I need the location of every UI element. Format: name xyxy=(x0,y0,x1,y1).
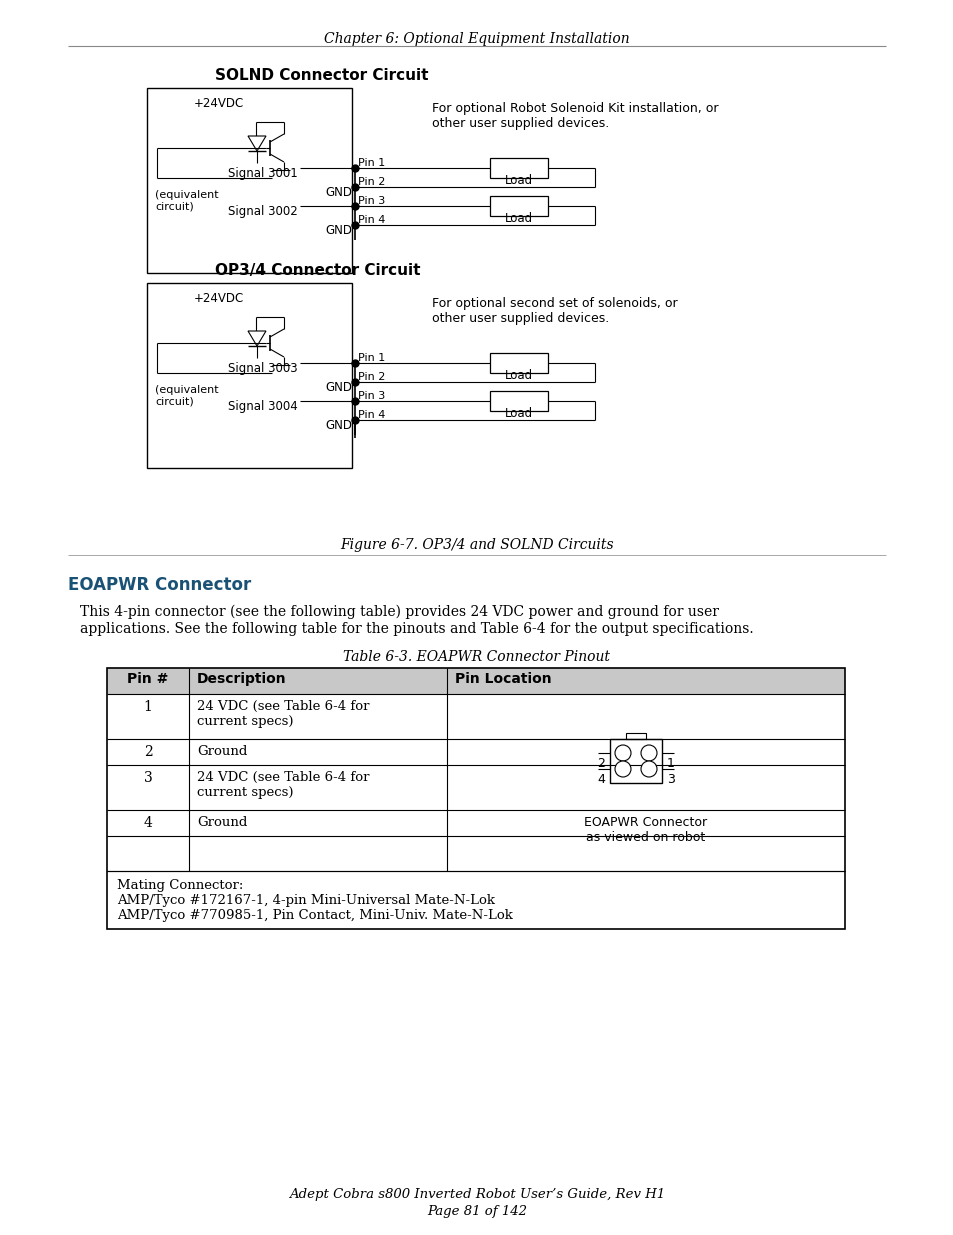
Text: +24VDC: +24VDC xyxy=(193,98,244,110)
Text: 2: 2 xyxy=(597,757,604,769)
Text: GND: GND xyxy=(325,186,352,199)
Text: For optional second set of solenoids, or
other user supplied devices.: For optional second set of solenoids, or… xyxy=(432,296,677,325)
Text: Pin 4: Pin 4 xyxy=(357,215,385,225)
Text: Pin 3: Pin 3 xyxy=(357,196,385,206)
Text: GND: GND xyxy=(325,382,352,394)
Text: Ground: Ground xyxy=(196,816,247,829)
Circle shape xyxy=(615,761,630,777)
Text: (equivalent
circuit): (equivalent circuit) xyxy=(154,385,218,406)
Text: Signal 3004: Signal 3004 xyxy=(228,400,297,412)
Bar xyxy=(490,158,547,178)
Text: GND: GND xyxy=(325,419,352,432)
Text: Signal 3003: Signal 3003 xyxy=(228,362,297,375)
Text: EOAPWR Connector
as viewed on robot: EOAPWR Connector as viewed on robot xyxy=(584,816,707,844)
Text: +24VDC: +24VDC xyxy=(193,291,244,305)
Text: 1: 1 xyxy=(143,700,152,714)
Bar xyxy=(490,391,547,411)
Text: 24 VDC (see Table 6-4 for
current specs): 24 VDC (see Table 6-4 for current specs) xyxy=(196,700,369,727)
Text: This 4-pin connector (see the following table) provides 24 VDC power and ground : This 4-pin connector (see the following … xyxy=(80,605,753,636)
Text: Pin 2: Pin 2 xyxy=(357,177,385,186)
Text: Ground: Ground xyxy=(196,745,247,758)
Text: (equivalent
circuit): (equivalent circuit) xyxy=(154,190,218,211)
Text: GND: GND xyxy=(325,224,352,237)
Text: Pin 4: Pin 4 xyxy=(357,410,385,420)
Text: Table 6-3. EOAPWR Connector Pinout: Table 6-3. EOAPWR Connector Pinout xyxy=(343,650,610,664)
Text: 3: 3 xyxy=(666,773,674,785)
Text: Pin 3: Pin 3 xyxy=(357,391,385,401)
Text: Figure 6-7. OP3/4 and SOLND Circuits: Figure 6-7. OP3/4 and SOLND Circuits xyxy=(340,538,613,552)
Text: 4: 4 xyxy=(143,816,152,830)
Text: Pin 1: Pin 1 xyxy=(357,353,385,363)
Text: SOLND Connector Circuit: SOLND Connector Circuit xyxy=(214,68,428,83)
Text: For optional Robot Solenoid Kit installation, or
other user supplied devices.: For optional Robot Solenoid Kit installa… xyxy=(432,103,718,130)
Text: Chapter 6: Optional Equipment Installation: Chapter 6: Optional Equipment Installati… xyxy=(324,32,629,46)
Text: Pin 2: Pin 2 xyxy=(357,372,385,382)
Text: 1: 1 xyxy=(666,757,674,769)
Text: Mating Connector:
AMP/Tyco #172167-1, 4-pin Mini-Universal Mate-N-Lok
AMP/Tyco #: Mating Connector: AMP/Tyco #172167-1, 4-… xyxy=(117,879,513,923)
Text: OP3/4 Connector Circuit: OP3/4 Connector Circuit xyxy=(214,263,420,278)
Bar xyxy=(490,353,547,373)
Text: 24 VDC (see Table 6-4 for
current specs): 24 VDC (see Table 6-4 for current specs) xyxy=(196,771,369,799)
Bar xyxy=(609,739,661,783)
Text: Pin Location: Pin Location xyxy=(455,672,551,685)
Polygon shape xyxy=(248,331,266,346)
Text: Load: Load xyxy=(504,174,533,186)
Text: 3: 3 xyxy=(144,771,152,785)
Polygon shape xyxy=(248,136,266,151)
Text: Page 81 of 142: Page 81 of 142 xyxy=(427,1205,526,1218)
Text: EOAPWR Connector: EOAPWR Connector xyxy=(68,576,251,594)
Text: Load: Load xyxy=(504,369,533,382)
Bar xyxy=(490,196,547,216)
Bar xyxy=(147,88,352,273)
Bar xyxy=(107,668,844,929)
Text: Adept Cobra s800 Inverted Robot User’s Guide, Rev H1: Adept Cobra s800 Inverted Robot User’s G… xyxy=(289,1188,664,1200)
Text: Load: Load xyxy=(504,212,533,225)
Text: 4: 4 xyxy=(597,773,604,785)
Bar xyxy=(147,283,352,468)
Text: Description: Description xyxy=(196,672,286,685)
Text: Signal 3002: Signal 3002 xyxy=(228,205,297,219)
Text: Pin #: Pin # xyxy=(127,672,169,685)
Circle shape xyxy=(640,745,657,761)
Bar xyxy=(107,668,844,694)
Text: Pin 1: Pin 1 xyxy=(357,158,385,168)
Circle shape xyxy=(615,745,630,761)
Circle shape xyxy=(640,761,657,777)
Bar xyxy=(625,734,645,739)
Text: 2: 2 xyxy=(144,745,152,760)
Text: Signal 3001: Signal 3001 xyxy=(228,167,297,180)
Text: Load: Load xyxy=(504,408,533,420)
